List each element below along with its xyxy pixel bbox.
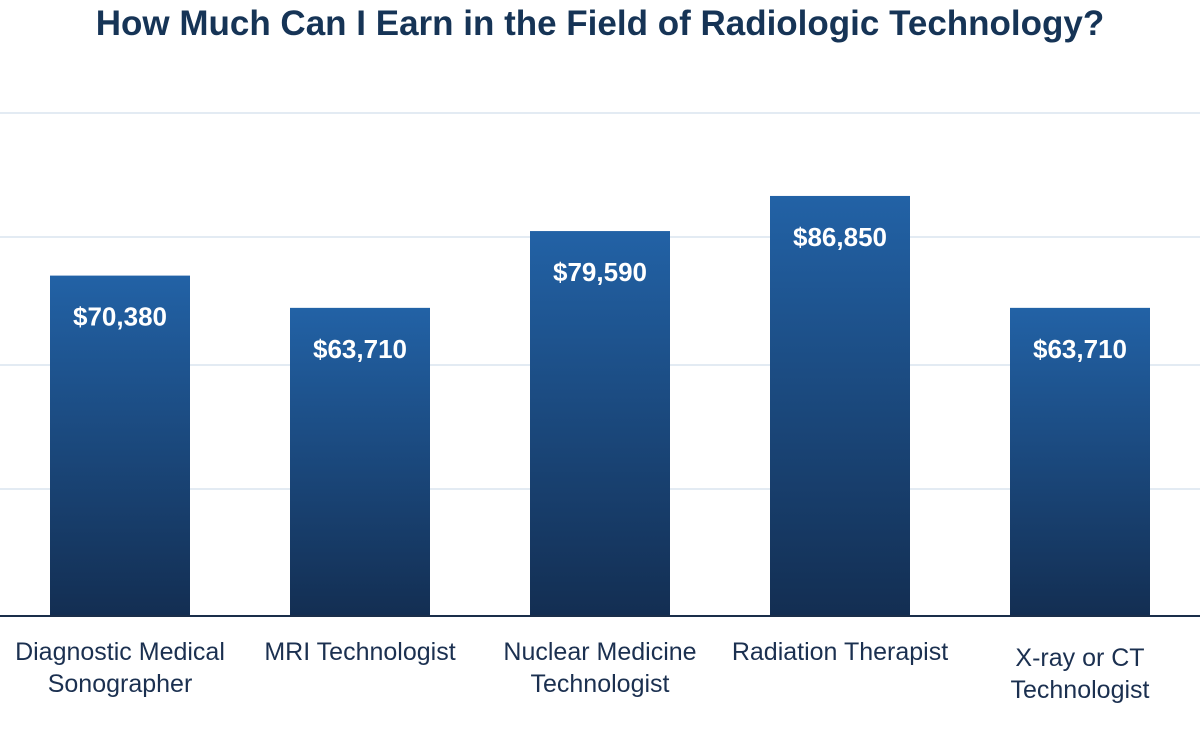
category-label: Diagnostic Medical Sonographer — [15, 638, 225, 698]
data-label: $63,710 — [1033, 334, 1127, 364]
chart-title: How Much Can I Earn in the Field of Radi… — [95, 4, 1105, 43]
category-label: Radiation Therapist — [731, 638, 949, 666]
bar — [1010, 307, 1150, 616]
bar — [50, 275, 190, 616]
data-label: $86,850 — [793, 222, 887, 252]
data-label: $63,710 — [313, 334, 407, 364]
category-label: MRI Technologist — [264, 638, 456, 666]
bar — [530, 231, 670, 616]
category-label: X-ray or CT Technologist — [1010, 644, 1150, 704]
category-label: Nuclear Medicine Technologist — [503, 638, 697, 698]
bar — [290, 307, 430, 616]
data-label: $70,380 — [73, 302, 167, 332]
bar — [770, 195, 910, 616]
data-label: $79,590 — [553, 257, 647, 287]
